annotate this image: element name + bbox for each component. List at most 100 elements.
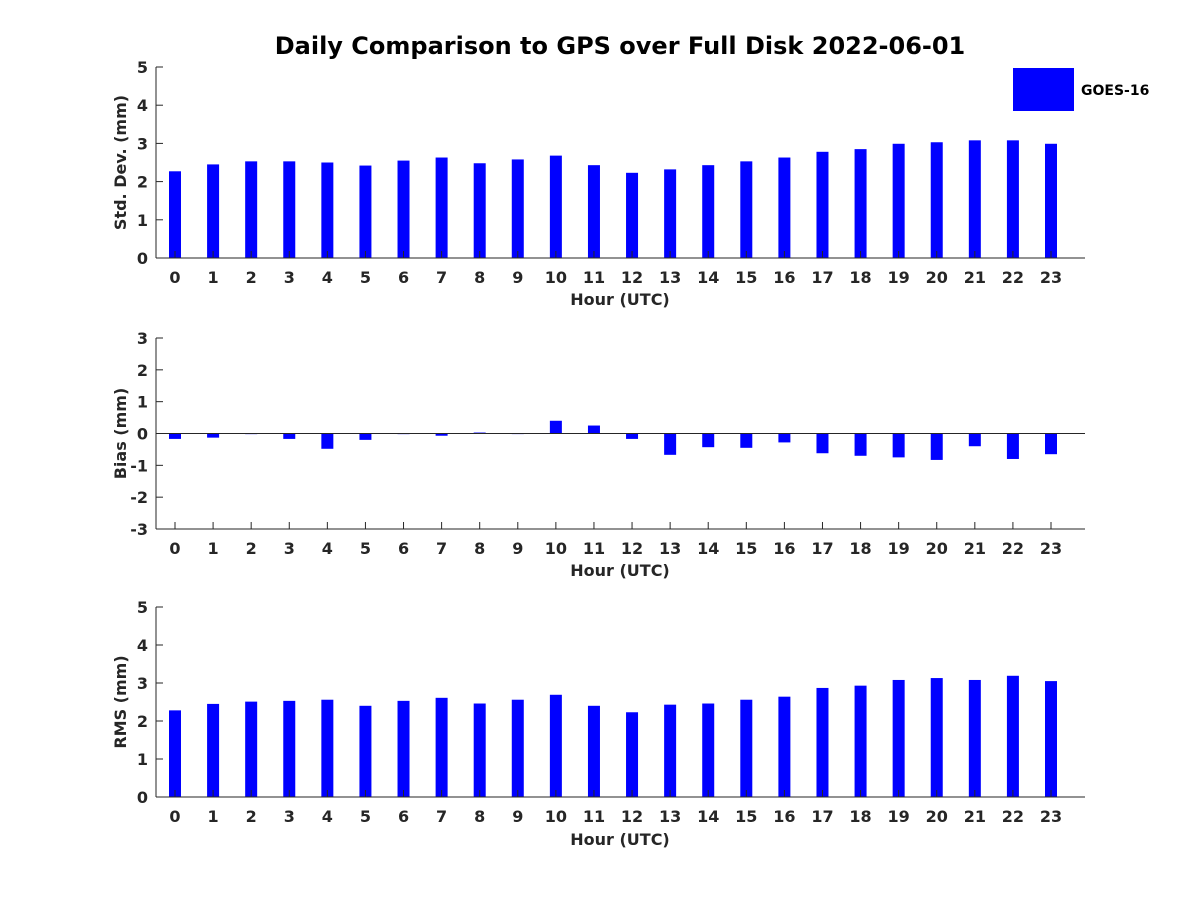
x-tick-label-std-dev-1: 1 (208, 268, 219, 287)
x-tick-label-rms-10: 10 (545, 807, 567, 826)
bar-bias-hour-5 (359, 433, 372, 440)
legend-label-goes-16: GOES-16 (1081, 83, 1149, 99)
bar-std-dev-hour-9 (511, 159, 524, 258)
x-tick-label-bias-6: 6 (398, 539, 409, 558)
y-tick-label-bias-6: 3 (137, 329, 148, 348)
bar-std-dev-hour-0 (169, 171, 181, 258)
bar-bias-hour-15 (740, 433, 753, 448)
x-tick-label-bias-7: 7 (436, 539, 447, 558)
x-tick-label-std-dev-20: 20 (926, 268, 948, 287)
x-tick-label-bias-19: 19 (888, 539, 910, 558)
bar-bias-hour-18 (854, 433, 867, 456)
bar-std-dev-hour-22 (1006, 140, 1019, 258)
y-tick-label-bias-3: 0 (137, 425, 148, 444)
bar-bias-hour-19 (892, 433, 905, 458)
bar-bias-hour-14 (702, 433, 715, 448)
x-tick-label-rms-14: 14 (697, 807, 719, 826)
x-tick-label-std-dev-10: 10 (545, 268, 567, 287)
bar-std-dev-hour-7 (435, 157, 448, 258)
bar-rms-hour-20 (930, 678, 943, 797)
x-tick-label-std-dev-3: 3 (284, 268, 295, 287)
y-tick-label-bias-0: -3 (130, 520, 148, 539)
bar-rms-hour-2 (245, 701, 258, 797)
x-tick-label-std-dev-23: 23 (1040, 268, 1062, 287)
x-tick-label-bias-12: 12 (621, 539, 643, 558)
bar-rms-hour-18 (854, 685, 867, 797)
bar-bias-hour-7 (435, 433, 448, 436)
y-tick-label-rms-5: 5 (137, 598, 148, 617)
bar-rms-hour-8 (473, 703, 486, 797)
bar-rms-hour-17 (816, 687, 829, 797)
x-tick-label-rms-4: 4 (322, 807, 333, 826)
y-tick-label-bias-5: 2 (137, 361, 148, 380)
bar-bias-hour-11 (587, 425, 600, 434)
y-tick-label-std-dev-4: 4 (137, 96, 148, 115)
x-tick-label-rms-15: 15 (735, 807, 757, 826)
bar-std-dev-hour-10 (549, 155, 562, 258)
x-tick-label-rms-7: 7 (436, 807, 447, 826)
bar-rms-hour-10 (549, 694, 562, 797)
bar-rms-hour-13 (664, 704, 677, 797)
x-tick-label-rms-16: 16 (773, 807, 795, 826)
bar-std-dev-hour-2 (245, 161, 258, 258)
x-tick-label-bias-3: 3 (284, 539, 295, 558)
y-tick-label-bias-4: 1 (137, 393, 148, 412)
bar-rms-hour-22 (1006, 675, 1019, 797)
bar-rms-hour-11 (587, 705, 600, 797)
bar-bias-hour-20 (930, 433, 943, 460)
bar-rms-hour-6 (397, 700, 410, 797)
y-axis-label-std-dev: Std. Dev. (mm) (111, 95, 130, 230)
x-tick-label-std-dev-21: 21 (964, 268, 986, 287)
bar-bias-hour-0 (169, 433, 181, 439)
x-tick-label-rms-12: 12 (621, 807, 643, 826)
x-tick-label-rms-19: 19 (888, 807, 910, 826)
x-tick-label-std-dev-18: 18 (849, 268, 871, 287)
bar-std-dev-hour-11 (587, 165, 600, 258)
bar-bias-hour-17 (816, 433, 829, 454)
x-tick-label-rms-5: 5 (360, 807, 371, 826)
y-tick-label-bias-1: -2 (130, 488, 148, 507)
x-tick-label-bias-18: 18 (849, 539, 871, 558)
bar-bias-hour-4 (321, 433, 334, 449)
y-tick-label-bias-2: -1 (130, 456, 148, 475)
y-tick-label-std-dev-1: 1 (137, 211, 148, 230)
y-tick-label-std-dev-2: 2 (137, 173, 148, 192)
x-tick-label-std-dev-4: 4 (322, 268, 333, 287)
bar-rms-hour-23 (1045, 681, 1057, 797)
x-tick-label-bias-14: 14 (697, 539, 719, 558)
x-tick-label-rms-3: 3 (284, 807, 295, 826)
bar-std-dev-hour-6 (397, 160, 410, 258)
x-tick-label-std-dev-22: 22 (1002, 268, 1024, 287)
y-tick-label-rms-3: 3 (137, 674, 148, 693)
bar-rms-hour-5 (359, 705, 372, 797)
bar-std-dev-hour-15 (740, 161, 753, 258)
x-axis-label-rms: Hour (UTC) (570, 830, 670, 849)
x-tick-label-rms-6: 6 (398, 807, 409, 826)
y-tick-label-rms-4: 4 (137, 636, 148, 655)
bar-std-dev-hour-13 (664, 169, 677, 258)
bar-std-dev-hour-16 (778, 157, 791, 258)
x-tick-label-rms-17: 17 (811, 807, 833, 826)
bar-rms-hour-14 (702, 703, 715, 797)
x-tick-label-rms-0: 0 (169, 807, 180, 826)
bar-bias-hour-23 (1045, 433, 1057, 455)
x-tick-label-rms-18: 18 (849, 807, 871, 826)
x-tick-label-std-dev-13: 13 (659, 268, 681, 287)
bar-rms-hour-9 (511, 699, 524, 797)
x-tick-label-std-dev-2: 2 (246, 268, 257, 287)
x-tick-label-bias-15: 15 (735, 539, 757, 558)
bar-bias-hour-21 (968, 433, 981, 447)
x-tick-label-bias-11: 11 (583, 539, 605, 558)
x-tick-label-bias-22: 22 (1002, 539, 1024, 558)
bar-rms-hour-21 (968, 679, 981, 797)
y-tick-label-rms-1: 1 (137, 750, 148, 769)
bar-std-dev-hour-21 (968, 140, 981, 258)
x-tick-label-bias-0: 0 (169, 539, 180, 558)
x-tick-label-rms-1: 1 (208, 807, 219, 826)
x-tick-label-bias-5: 5 (360, 539, 371, 558)
x-tick-label-rms-2: 2 (246, 807, 257, 826)
x-tick-label-std-dev-16: 16 (773, 268, 795, 287)
